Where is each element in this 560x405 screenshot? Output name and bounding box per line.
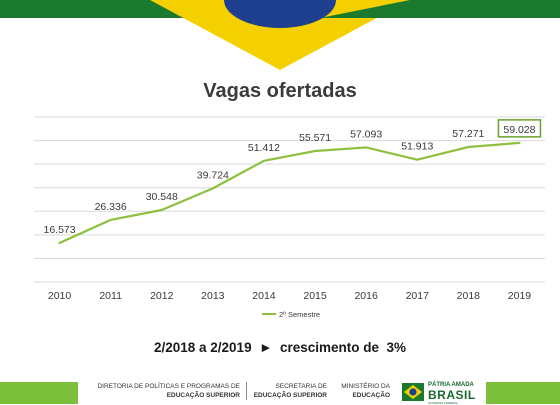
data-label: 16.573 xyxy=(43,224,75,236)
footer: DIRETORIA DE POLÍTICAS E PROGRAMAS DE ED… xyxy=(0,376,560,405)
footer-stripe-right xyxy=(486,382,560,404)
footer-stripe-left xyxy=(0,382,78,404)
flag-banner xyxy=(0,0,560,70)
growth-summary: 2/2018 a 2/2019 ► crescimento de 3% xyxy=(153,340,406,355)
x-tick-label: 2014 xyxy=(252,290,276,302)
brand-main-text: BRASIL xyxy=(428,388,476,402)
x-tick-label: 2013 xyxy=(201,290,225,302)
chart-title: Vagas ofertadas xyxy=(203,80,357,102)
footer-diretoria-line2: EDUCAÇÃO SUPERIOR xyxy=(166,392,240,399)
series-line xyxy=(58,141,521,245)
footer-diretoria: DIRETORIA DE POLÍTICAS E PROGRAMAS DE ED… xyxy=(86,382,240,400)
data-label: 26.336 xyxy=(95,201,127,213)
data-label: 51.913 xyxy=(401,141,433,153)
data-label: 30.548 xyxy=(146,191,178,203)
footer-ministerio-line2: EDUCAÇÃO xyxy=(352,392,390,399)
data-label: 59.028 xyxy=(503,124,535,136)
footer-ministerio-line1: MINISTÉRIO DA xyxy=(341,383,390,390)
data-label: 51.412 xyxy=(248,142,280,154)
x-tick-label: 2017 xyxy=(406,290,430,302)
line-chart: 2010 2011 2012 2013 2014 2015 2016 2017 2018 2019… xyxy=(34,116,545,319)
footer-secretaria-line2: EDUCAÇÃO SUPERIOR xyxy=(253,392,327,399)
data-label: 57.271 xyxy=(452,128,484,140)
x-tick-label: 2016 xyxy=(354,290,378,302)
legend-label: 2º Semestre xyxy=(279,310,320,319)
governo-federal-logo: PÁTRIA AMADA BRASIL GOVERNO FEDERAL xyxy=(400,380,484,405)
data-label: 39.724 xyxy=(197,169,229,181)
footer-secretaria: SECRETARIA DE EDUCAÇÃO SUPERIOR xyxy=(246,382,327,400)
x-tick-label: 2015 xyxy=(303,290,327,302)
footer-secretaria-line1: SECRETARIA DE xyxy=(275,383,327,390)
x-tick-label: 2011 xyxy=(99,290,122,302)
brand-top-text: PÁTRIA AMADA xyxy=(428,382,474,388)
brasil-flag-icon xyxy=(402,383,424,401)
x-tick-label: 2010 xyxy=(48,290,72,302)
data-label: 57.093 xyxy=(350,128,382,140)
highlight-box xyxy=(497,119,542,138)
x-tick-label: 2019 xyxy=(508,290,532,302)
data-label: 55.571 xyxy=(299,132,331,144)
footer-diretoria-line1: DIRETORIA DE POLÍTICAS E PROGRAMAS DE xyxy=(97,383,240,390)
footer-ministerio: MINISTÉRIO DA EDUCAÇÃO xyxy=(330,382,390,400)
x-tick-label: 2018 xyxy=(457,290,481,302)
brand-sub-text: GOVERNO FEDERAL xyxy=(428,401,459,405)
x-tick-label: 2012 xyxy=(150,290,174,302)
